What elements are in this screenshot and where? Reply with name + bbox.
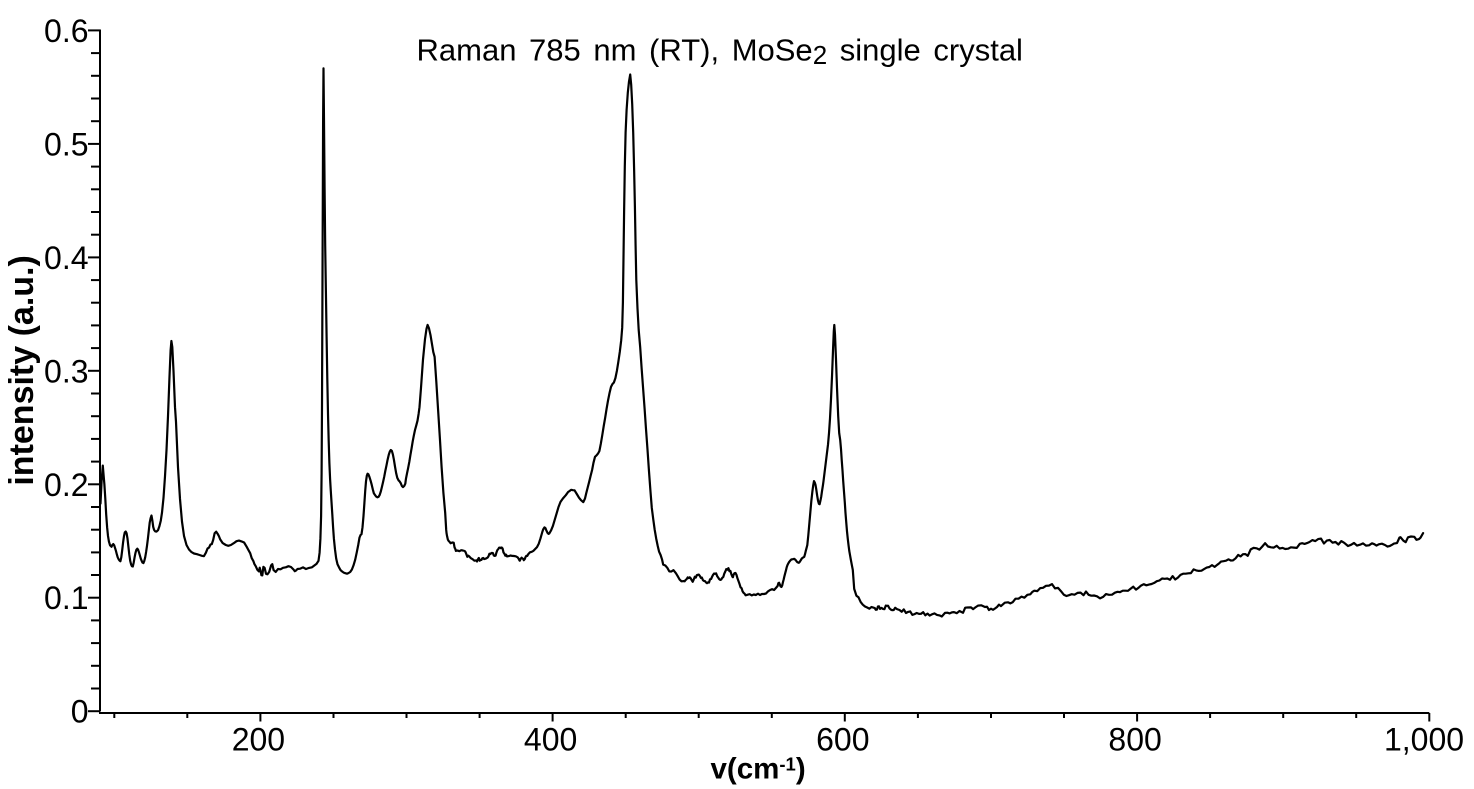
svg-text:1,000: 1,000 xyxy=(1384,722,1464,758)
svg-text:600: 600 xyxy=(816,722,869,758)
svg-text:0.4: 0.4 xyxy=(44,240,88,276)
svg-text:Raman 785 nm (RT), MoSe2 singl: Raman 785 nm (RT), MoSe2 single crystal xyxy=(417,32,1023,70)
svg-text:0.5: 0.5 xyxy=(44,126,88,162)
svg-text:400: 400 xyxy=(524,722,577,758)
svg-text:0.1: 0.1 xyxy=(44,580,88,616)
svg-text:intensity (a.u.): intensity (a.u.) xyxy=(3,255,41,485)
svg-text:0.6: 0.6 xyxy=(44,13,88,49)
svg-text:200: 200 xyxy=(232,722,285,758)
svg-text:0: 0 xyxy=(71,694,89,730)
svg-text:0.2: 0.2 xyxy=(44,467,88,503)
svg-text:0.3: 0.3 xyxy=(44,353,88,389)
svg-text:800: 800 xyxy=(1108,722,1161,758)
